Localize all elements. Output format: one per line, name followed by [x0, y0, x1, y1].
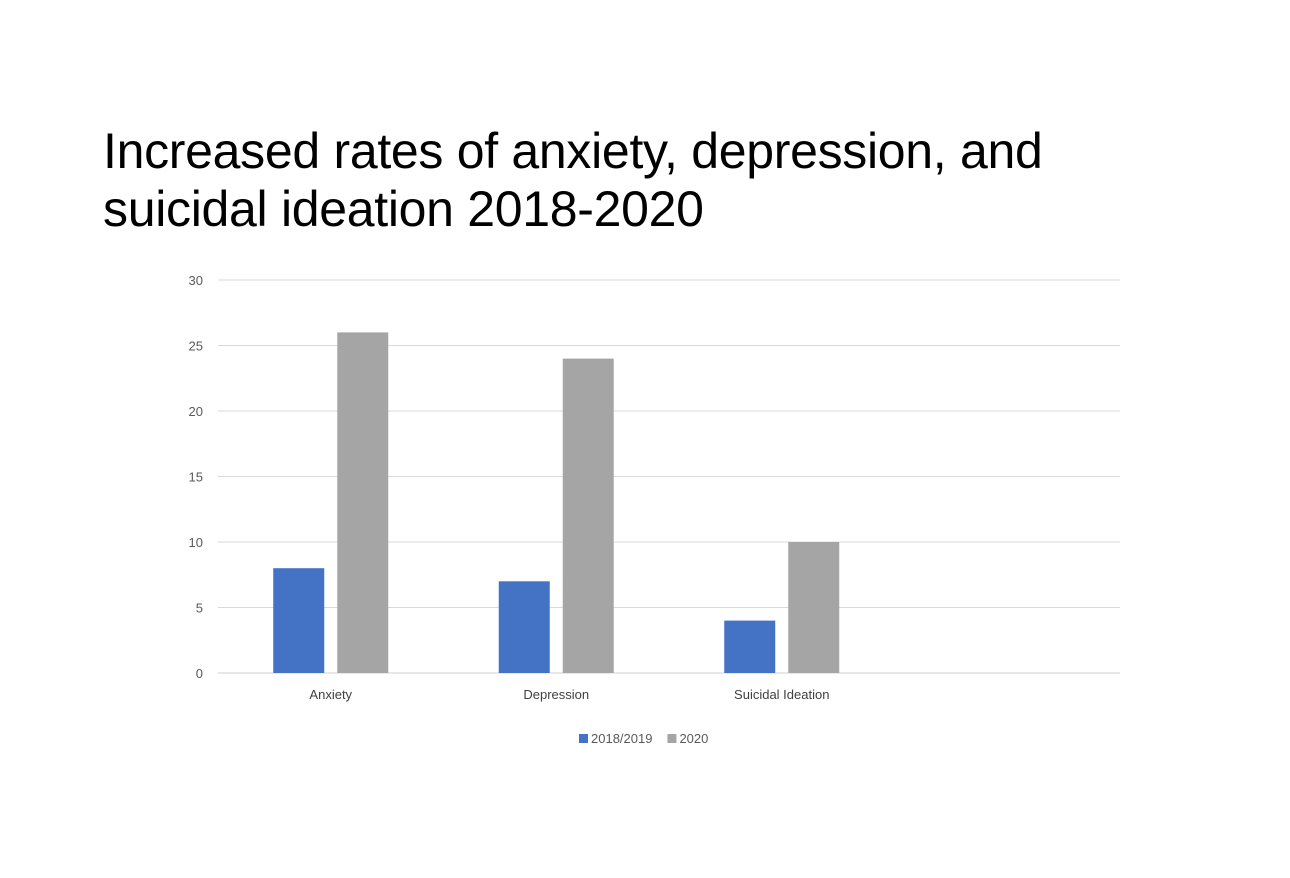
y-tick-label: 20	[189, 404, 203, 419]
bar-2018-2019-depression	[498, 581, 550, 673]
y-tick-label: 25	[189, 339, 203, 354]
legend-swatch	[667, 734, 677, 743]
bar-2018-2019-anxiety	[273, 568, 325, 673]
legend-swatch	[579, 734, 588, 743]
bar-2020-anxiety	[337, 332, 389, 673]
x-category-label: Anxiety	[309, 687, 352, 702]
legend-label: 2018/2019	[591, 731, 652, 746]
bar-2020-suicidal-ideation	[788, 542, 840, 673]
x-category-label: Suicidal Ideation	[734, 687, 829, 702]
y-tick-label: 30	[189, 273, 203, 288]
y-tick-label: 15	[189, 470, 203, 485]
y-tick-label: 10	[189, 535, 203, 550]
bar-2018-2019-suicidal-ideation	[724, 620, 776, 673]
y-tick-label: 5	[196, 601, 203, 616]
x-category-label: Depression	[523, 687, 589, 702]
slide-title: Increased rates of anxiety, depression, …	[103, 123, 1043, 237]
bar-2020-depression	[562, 358, 614, 673]
legend-label: 2020	[679, 731, 708, 746]
y-tick-label: 0	[196, 666, 203, 681]
